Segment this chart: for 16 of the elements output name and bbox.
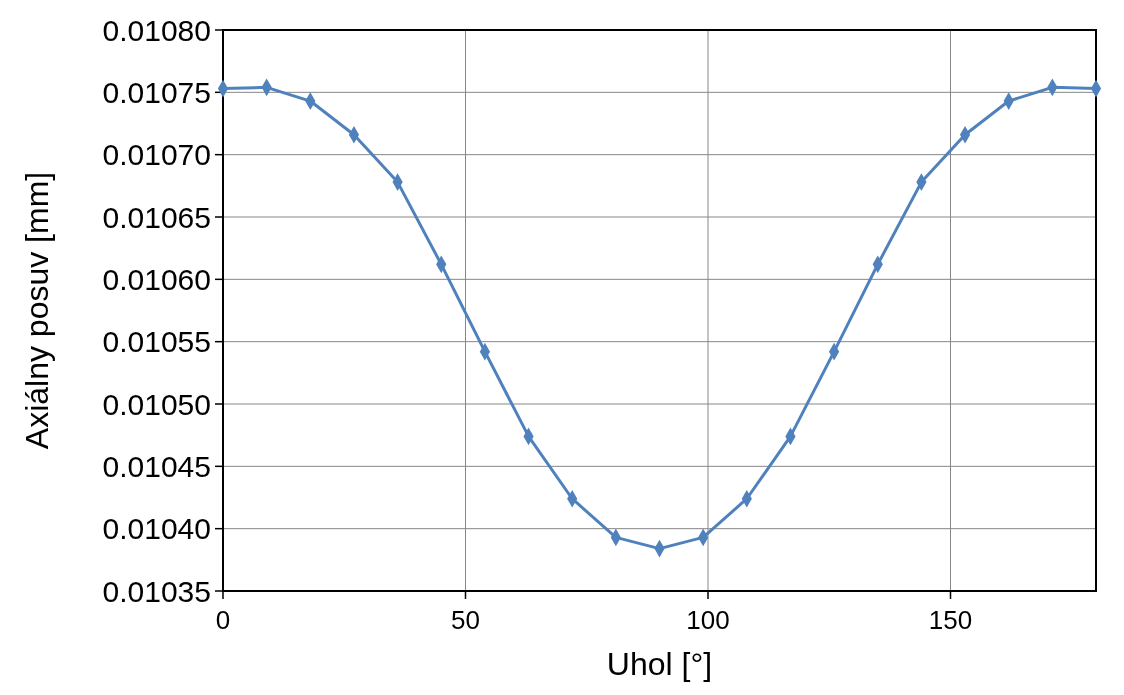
y-tick-label: 0.01055 xyxy=(102,325,211,359)
y-tick-label: 0.01040 xyxy=(102,512,211,546)
y-axis-title: Axiálny posuv [mm] xyxy=(19,171,55,450)
x-tick-label: 0 xyxy=(215,605,231,635)
y-tick-label: 0.01045 xyxy=(102,449,211,483)
y-tick-label: 0.01050 xyxy=(102,387,211,421)
y-tick-label: 0.01080 xyxy=(102,13,211,47)
y-tick-label: 0.01065 xyxy=(102,200,211,234)
x-tick-label: 100 xyxy=(686,605,730,635)
y-tick-label: 0.01060 xyxy=(102,262,211,296)
x-tick-label: 150 xyxy=(928,605,973,635)
y-tick-label: 0.01070 xyxy=(102,138,211,172)
y-tick-label: 0.01075 xyxy=(102,75,211,109)
x-axis-title: Uhol [°] xyxy=(606,646,713,682)
x-tick-label: 50 xyxy=(451,605,480,635)
y-tick-label: 0.01035 xyxy=(102,574,211,608)
